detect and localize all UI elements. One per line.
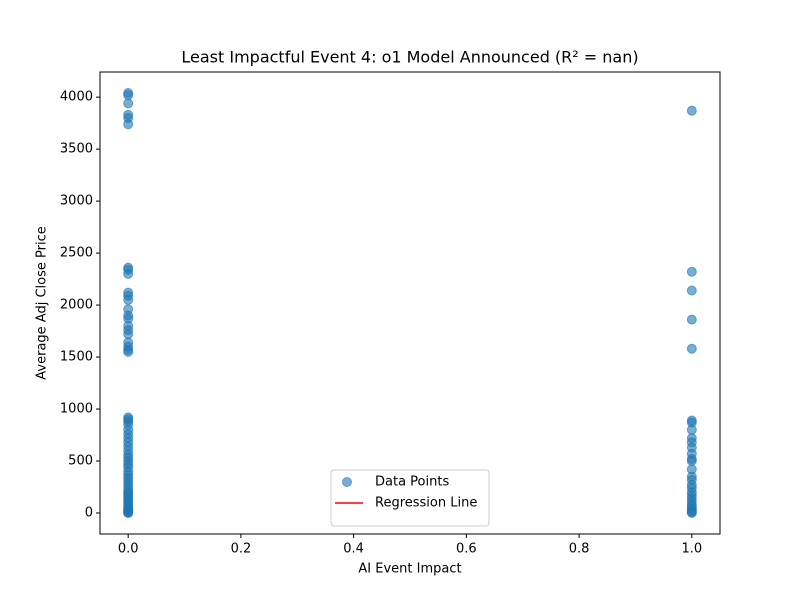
y-tick-label: 1000 — [60, 402, 93, 417]
legend-label: Data Points — [375, 475, 449, 490]
y-tick-label: 0 — [85, 506, 93, 521]
legend: Data Points Regression Line — [330, 469, 490, 527]
data-point — [123, 346, 134, 357]
data-point — [686, 343, 697, 354]
y-tick-label: 2000 — [60, 298, 93, 313]
data-point — [686, 285, 697, 296]
data-point — [123, 329, 134, 340]
data-point — [686, 266, 697, 277]
y-tick-label: 500 — [68, 454, 93, 469]
data-point — [686, 424, 697, 435]
x-tick-label: 0.6 — [456, 542, 477, 557]
x-tick-label: 0.4 — [343, 542, 364, 557]
y-tick-label: 2500 — [60, 246, 93, 261]
y-tick-label: 4000 — [60, 90, 93, 105]
data-point — [123, 268, 134, 279]
x-tick-label: 1.0 — [681, 542, 702, 557]
data-point — [686, 456, 697, 467]
x-axis-label: AI Event Impact — [358, 562, 461, 577]
data-point — [686, 314, 697, 325]
y-axis-label: Average Adj Close Price — [35, 226, 50, 379]
legend-box — [330, 469, 490, 527]
plot-frame — [99, 71, 721, 535]
legend-marker — [342, 477, 352, 487]
x-tick-label: 0.0 — [118, 542, 139, 557]
chart-title: Least Impactful Event 4: o1 Model Announ… — [181, 48, 638, 67]
data-point — [123, 90, 134, 101]
data-point — [123, 98, 134, 109]
data-point — [123, 294, 134, 305]
y-tick-label: 3500 — [60, 142, 93, 157]
x-tick-label: 0.2 — [231, 542, 252, 557]
data-point — [123, 508, 134, 518]
data-point — [686, 508, 697, 518]
data-point — [123, 119, 134, 130]
data-point — [686, 105, 697, 116]
y-tick-label: 1500 — [60, 350, 93, 365]
y-tick-label: 3000 — [60, 194, 93, 209]
legend-label: Regression Line — [375, 496, 477, 511]
x-tick-label: 0.8 — [569, 542, 590, 557]
